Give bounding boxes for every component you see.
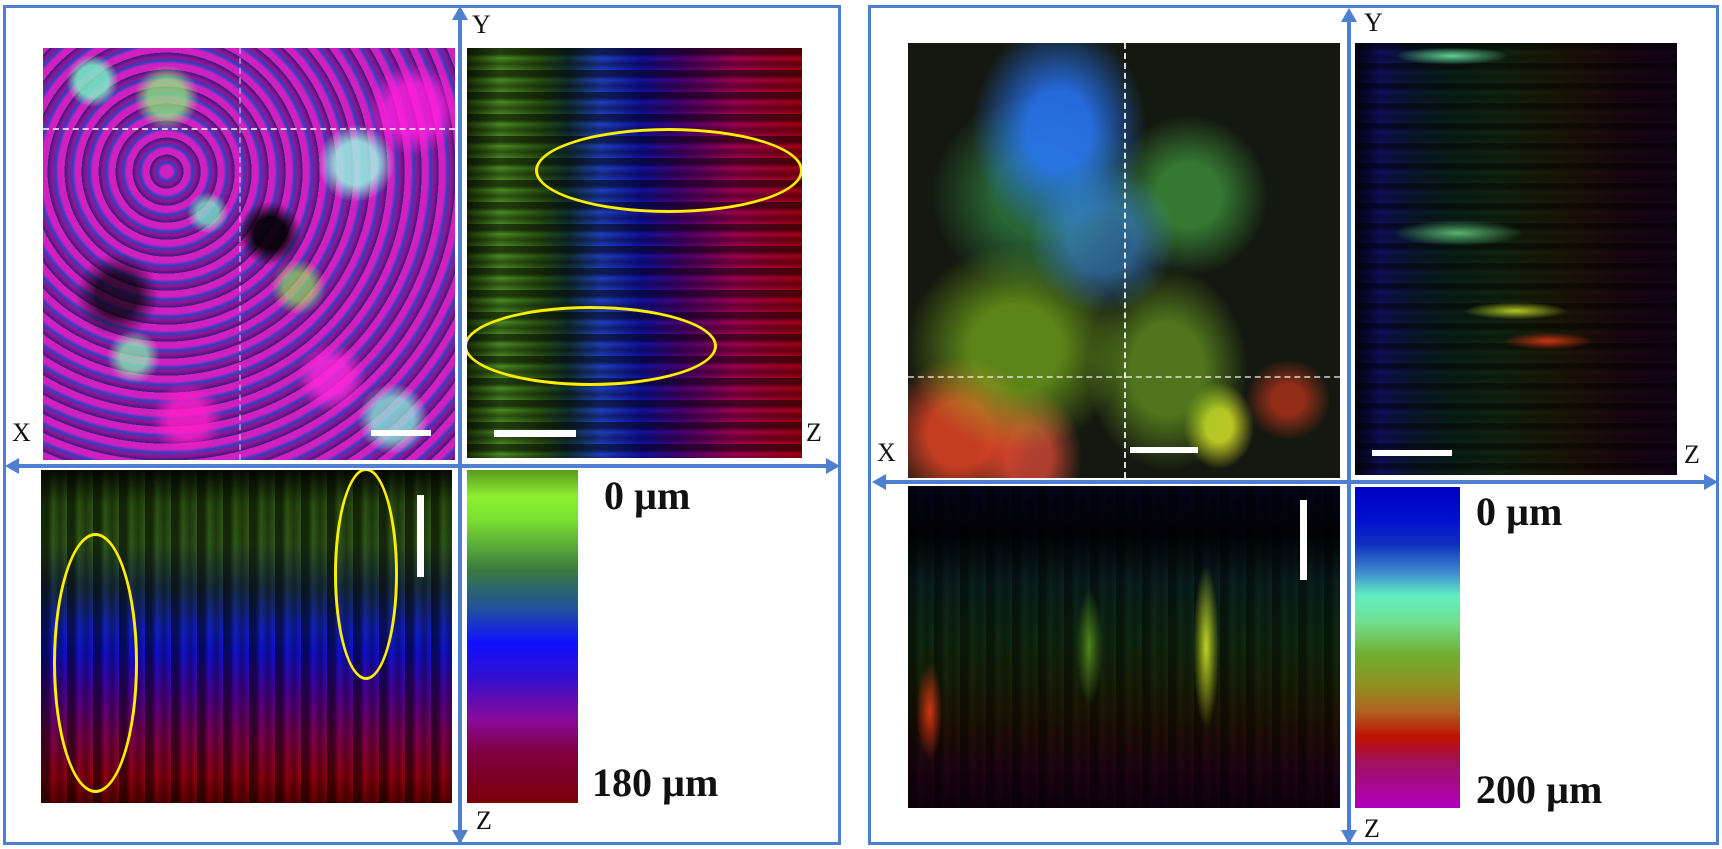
y-axis-arrow-up-icon xyxy=(452,6,468,20)
left-axis-label-y: Y xyxy=(472,10,491,39)
right-axis-label-x: X xyxy=(877,438,896,467)
scale-bar xyxy=(371,430,431,436)
y-axis-arrow-up-icon xyxy=(1341,8,1357,22)
right-xy-image xyxy=(908,43,1340,478)
left-yz-image xyxy=(467,48,802,458)
z-axis-arrow-right-icon xyxy=(1704,474,1718,490)
right-depth-colorbar xyxy=(1355,487,1460,808)
left-y-z-axis xyxy=(458,14,462,842)
left-axis-label-x: X xyxy=(12,418,31,447)
x-axis-arrow-left-icon xyxy=(872,474,886,490)
scale-bar xyxy=(494,430,576,437)
z-axis-arrow-down-icon xyxy=(1341,830,1357,844)
right-axis-label-z-bottom: Z xyxy=(1364,814,1380,843)
right-x-z-axis xyxy=(880,480,1710,484)
right-axis-label-z-right: Z xyxy=(1684,440,1700,469)
left-xy-image xyxy=(43,48,455,460)
scale-bar xyxy=(1300,500,1307,580)
scale-bar xyxy=(1130,447,1198,453)
z-axis-arrow-down-icon xyxy=(452,830,468,844)
right-y-z-axis xyxy=(1347,16,1351,842)
highlight-ellipse xyxy=(535,128,802,213)
right-axis-label-y: Y xyxy=(1364,8,1383,37)
right-yz-image xyxy=(1355,43,1677,475)
left-x-z-axis xyxy=(12,464,832,468)
left-panel-frame xyxy=(3,5,841,845)
right-colorbar-top-label: 0 µm xyxy=(1476,489,1563,534)
crosshair-vertical xyxy=(1124,43,1126,478)
left-axis-label-z-bottom: Z xyxy=(476,806,492,835)
scale-bar xyxy=(1372,450,1452,456)
highlight-ellipse xyxy=(334,470,398,680)
left-axis-label-z-right: Z xyxy=(806,418,822,447)
z-axis-arrow-right-icon xyxy=(826,458,840,474)
highlight-ellipse xyxy=(53,533,138,793)
right-colorbar-bottom-label: 200 µm xyxy=(1476,767,1603,812)
x-axis-arrow-left-icon xyxy=(5,458,19,474)
left-colorbar-bottom-label: 180 µm xyxy=(592,760,719,805)
left-depth-colorbar xyxy=(467,470,578,803)
left-xz-image xyxy=(41,470,452,803)
right-xz-image xyxy=(908,486,1340,808)
scale-bar xyxy=(417,495,424,577)
crosshair-vertical xyxy=(239,48,241,460)
highlight-ellipse xyxy=(467,306,717,386)
crosshair-horizontal xyxy=(43,128,455,130)
left-colorbar-top-label: 0 µm xyxy=(604,473,691,518)
right-panel-frame xyxy=(868,5,1719,845)
